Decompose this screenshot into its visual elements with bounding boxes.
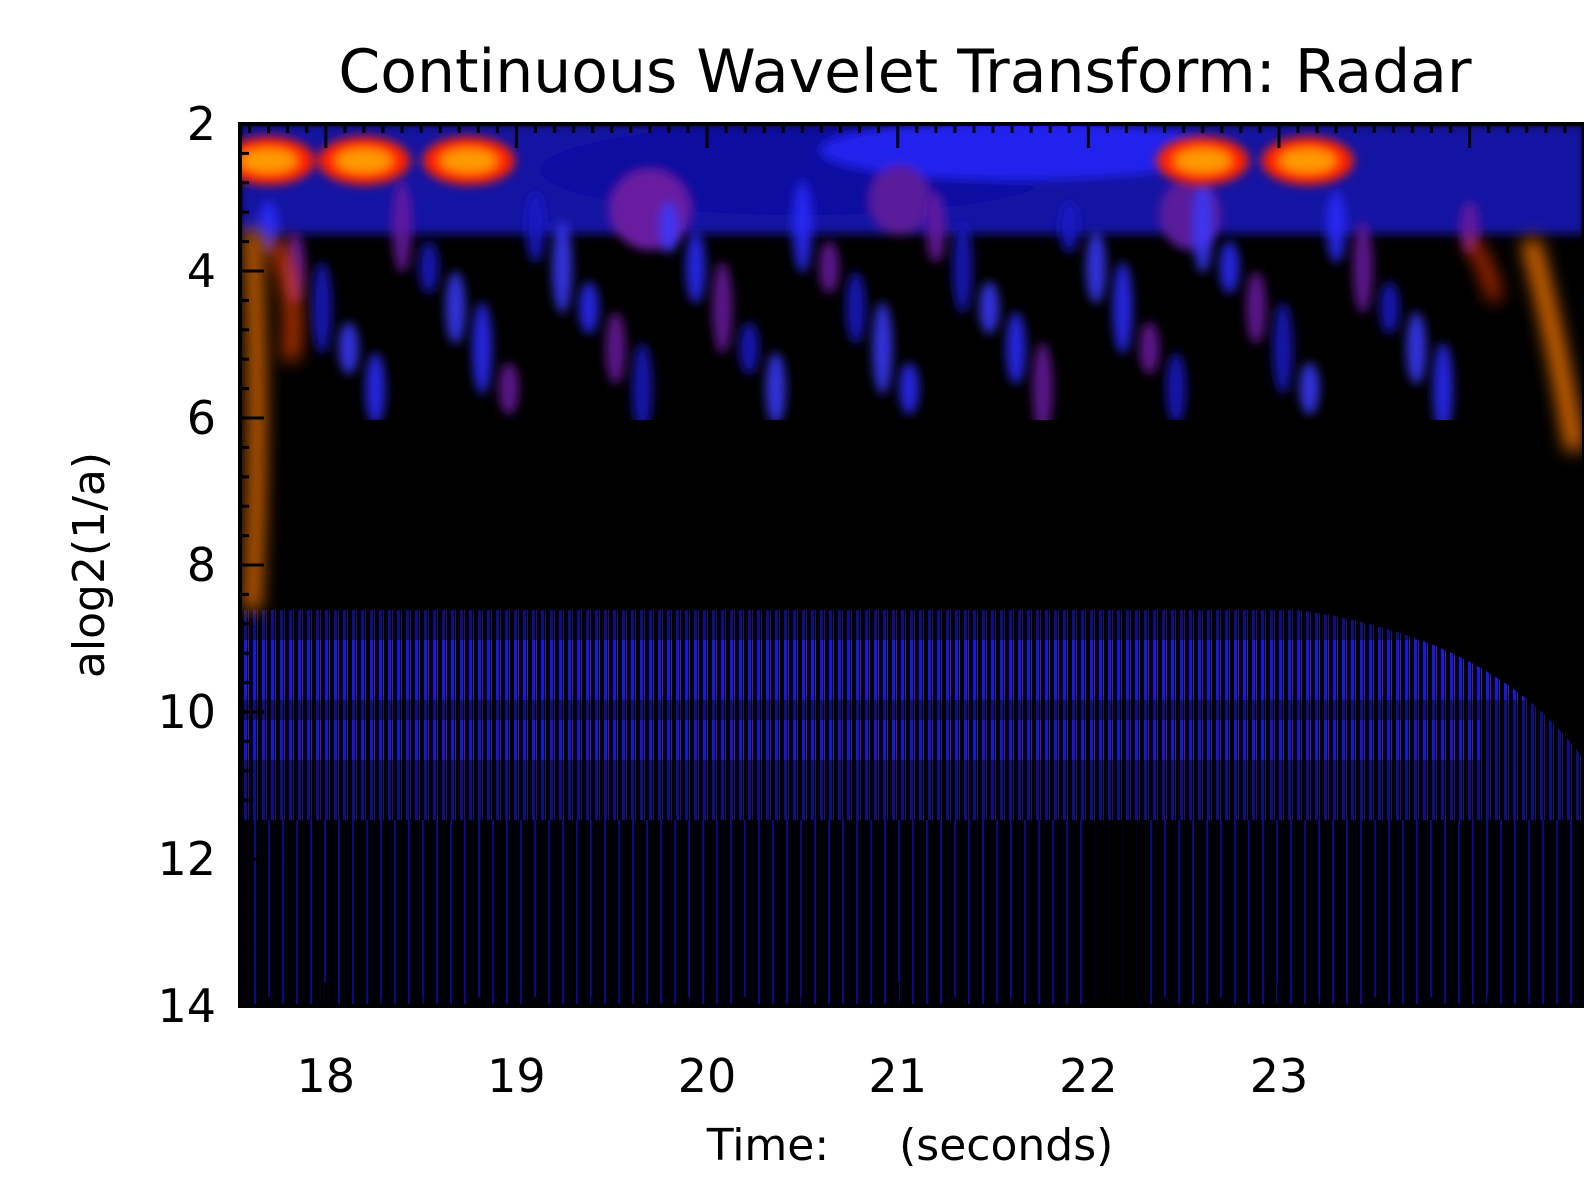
upper-arch-region (240, 124, 1584, 250)
arch-lobe (311, 261, 332, 354)
arch-lobe (1192, 180, 1213, 273)
arch-lobe (338, 322, 359, 375)
arch-lobe (1352, 221, 1373, 314)
arch-lobe (365, 352, 386, 425)
arch-lobe (872, 302, 893, 395)
arch-lobe (1379, 281, 1400, 334)
arch-lobe (712, 261, 733, 354)
arch-lobe (1406, 312, 1427, 385)
arch-lobe (1032, 342, 1053, 435)
arch-lobe (472, 302, 493, 395)
chart-title: Continuous Wavelet Transform: Radar (338, 37, 1472, 107)
x-tick-label-18: 18 (297, 1049, 356, 1103)
arch-lobe (445, 271, 466, 344)
y-tick-label-14: 14 (157, 979, 216, 1033)
lower-banded-region (240, 610, 1584, 1006)
arch-lobe (1432, 342, 1453, 435)
y-tick-label-10: 10 (157, 685, 216, 739)
y-tick-label-12: 12 (157, 832, 216, 886)
arch-lobe (1059, 200, 1080, 253)
arch-lobe (1326, 190, 1347, 263)
y-axis-tick-labels: 2 4 6 8 10 12 14 (157, 97, 216, 1033)
arch-lobe (792, 180, 813, 273)
hot-lobe-core (440, 148, 497, 173)
x-tick-label-20: 20 (678, 1049, 737, 1103)
arch-lobe (845, 271, 866, 344)
arch-lobe (1005, 312, 1026, 385)
plot-area (240, 124, 1584, 1006)
y-tick-label-6: 6 (187, 391, 216, 445)
arch-lobe (1246, 271, 1267, 344)
hot-lobe-core (1279, 148, 1336, 173)
x-tick-label-23: 23 (1250, 1049, 1309, 1103)
arch-lobe (578, 281, 599, 334)
arch-lobe (498, 362, 519, 415)
arch-lobe (685, 231, 706, 304)
x-axis-ticks (248, 124, 1567, 1006)
arch-lobe (765, 352, 786, 425)
x-tick-label-19: 19 (487, 1049, 546, 1103)
arch-lobe (925, 190, 946, 263)
arch-lobe (819, 241, 840, 294)
arch-lobe (1299, 362, 1320, 415)
y-axis-label: alog2(1/a) (64, 452, 115, 678)
y-tick-label-8: 8 (187, 538, 216, 592)
dark-band (240, 420, 1584, 610)
hot-lobes (240, 136, 1354, 185)
arch-lobe (1139, 322, 1160, 375)
arch-lobe (392, 180, 413, 273)
arch-lobe (1272, 302, 1293, 395)
arch-lobe (1219, 241, 1240, 294)
arch-lobe (1112, 261, 1133, 354)
arch-lobe (605, 312, 626, 385)
y-tick-label-4: 4 (187, 244, 216, 298)
arch-lobe (1085, 231, 1106, 304)
arch-lobe (979, 281, 1000, 334)
y-axis-ticks (240, 122, 264, 1008)
arch-lobe (258, 200, 279, 253)
arch-lobe (552, 221, 573, 314)
x-tick-label-21: 21 (868, 1049, 927, 1103)
hot-lobe-core (1174, 148, 1231, 173)
arch-lobe (899, 362, 920, 415)
x-tick-label-22: 22 (1059, 1049, 1118, 1103)
arch-lobe (739, 322, 760, 375)
arch-lobe (525, 190, 546, 263)
y-tick-label-2: 2 (187, 97, 216, 151)
arch-lobe (632, 342, 653, 435)
cone-edge-ridges (245, 229, 1583, 611)
x-axis-label: Time: (seconds) (706, 1120, 1114, 1171)
x-axis-tick-labels: 18 19 20 21 22 23 (297, 1049, 1309, 1103)
arch-lobe (658, 200, 679, 253)
arch-lobe (1166, 352, 1187, 425)
hot-lobe-core (240, 148, 297, 173)
arch-lobe (418, 241, 439, 294)
arch-lobe (952, 221, 973, 314)
hot-lobe-core (335, 148, 392, 173)
